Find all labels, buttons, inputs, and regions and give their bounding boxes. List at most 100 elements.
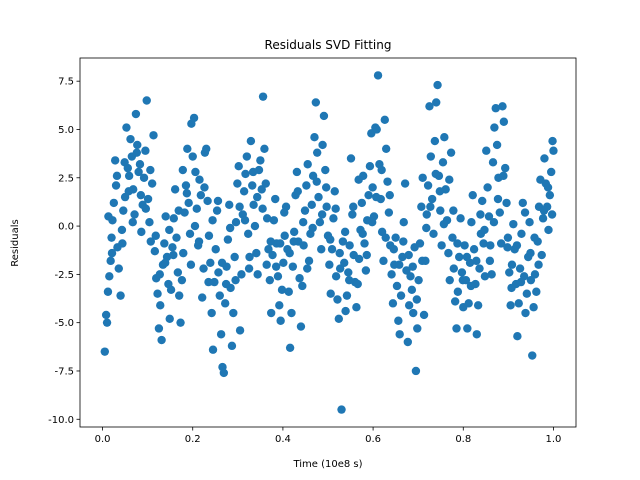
data-point [391,233,400,242]
x-tick-label: 0.8 [455,434,471,445]
data-point [100,347,110,356]
data-point [329,214,338,223]
data-point [326,235,335,244]
data-point [216,330,226,339]
data-point [472,330,481,339]
y-tick-label: -5.0 [54,318,74,329]
data-point [418,256,427,266]
data-point [413,324,422,333]
data-point [142,96,151,105]
data-point [422,223,431,233]
data-point [478,196,487,206]
data-point [333,295,342,304]
data-point [322,183,331,192]
data-point [364,190,373,200]
data-point [116,291,125,300]
data-point [147,179,157,188]
data-point [415,239,425,248]
y-tick-label: -10.0 [48,415,74,426]
data-point [425,102,434,111]
data-point [326,289,335,298]
data-point [175,291,184,300]
data-point [250,221,260,231]
data-point [485,256,495,266]
data-point [258,92,268,101]
y-tick-label: -7.5 [54,366,74,377]
data-point [169,250,178,260]
data-point [105,272,114,281]
data-point [287,308,296,318]
data-point [453,287,463,296]
data-point [225,223,235,233]
data-point [475,264,484,273]
x-tick-label: 0.6 [365,434,381,445]
data-point [262,214,272,223]
data-point [450,297,460,306]
data-point [198,293,207,302]
data-point [299,241,308,250]
data-point [303,264,312,273]
data-point [367,218,377,227]
data-point [191,167,200,177]
data-point [538,214,548,223]
data-point [516,277,526,287]
data-point [543,183,553,192]
data-point [155,270,165,279]
data-point [444,248,453,258]
data-point [312,148,322,157]
data-point [130,210,139,219]
data-point [304,256,314,266]
data-point [266,237,275,246]
data-points [100,71,558,414]
data-point [186,260,196,269]
data-point [498,102,507,111]
data-point [221,279,231,289]
data-point [112,171,122,181]
data-point [357,198,367,208]
data-point [240,216,250,225]
data-point [493,194,503,204]
data-point [438,158,448,167]
data-point [145,218,154,227]
data-point [460,241,469,250]
data-point [352,303,361,312]
data-point [365,161,375,171]
y-tick-label: -2.5 [54,270,74,281]
data-point [181,181,191,190]
data-point [200,183,209,192]
data-point [385,190,394,200]
data-point [314,192,323,202]
data-point [529,303,538,312]
data-point [235,202,244,211]
x-axis-ticks: 0.0 0.2 0.4 0.6 0.8 1.0 [95,427,561,445]
data-point [348,210,357,219]
data-point [165,225,174,235]
data-point [537,250,546,260]
data-point [398,252,407,262]
data-point [417,202,426,211]
data-point [435,187,445,196]
data-point [528,351,537,360]
data-point [124,171,134,181]
data-point [177,275,187,285]
data-point [237,270,246,279]
data-point [279,258,288,267]
data-point [340,227,350,237]
data-point [157,335,166,345]
data-point [166,285,176,295]
data-point [149,131,158,140]
data-point [256,156,265,165]
data-point [361,266,371,275]
data-point [118,239,127,248]
data-point [404,301,414,310]
data-point [124,187,133,196]
data-point [156,301,165,310]
data-point [150,246,160,256]
data-point [246,136,256,146]
y-tick-label: 2.5 [58,173,74,184]
data-point [192,204,201,213]
data-point [456,214,465,223]
data-point [512,241,522,250]
data-point [231,275,240,285]
data-point [178,165,188,175]
